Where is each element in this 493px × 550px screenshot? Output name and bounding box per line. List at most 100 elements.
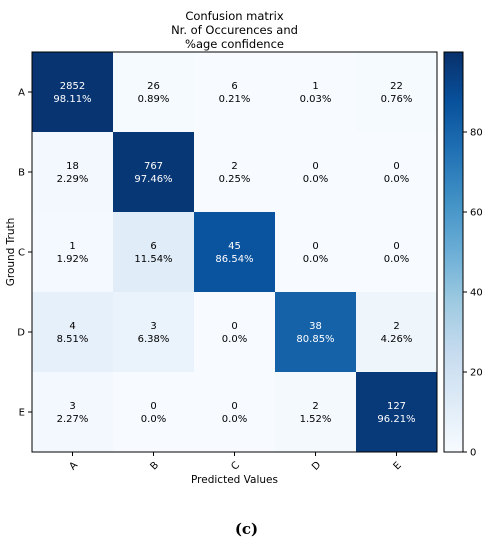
heatmap-cell: [275, 132, 357, 213]
cell-count-label: 18: [66, 161, 79, 172]
cell-percent-label: 0.76%: [381, 94, 413, 105]
x-tick-label: C: [229, 460, 242, 473]
y-tick-label: E: [19, 408, 25, 419]
heatmap-cell: [356, 132, 438, 213]
heatmap-cell: [113, 372, 195, 453]
cell-percent-label: 11.54%: [134, 254, 172, 265]
x-axis-label: Predicted Values: [191, 474, 278, 486]
heatmap-cell: [113, 132, 195, 213]
cell-percent-label: 8.51%: [57, 334, 89, 345]
cell-percent-label: 0.0%: [222, 414, 247, 425]
cell-percent-label: 97.46%: [134, 174, 172, 185]
cell-percent-label: 0.25%: [219, 174, 251, 185]
cell-percent-label: 4.26%: [381, 334, 413, 345]
cell-count-label: 38: [309, 321, 322, 332]
heatmap-cell: [32, 52, 114, 133]
y-axis: A B C D E: [17, 88, 32, 419]
x-tick-label: E: [392, 460, 404, 472]
cell-percent-label: 2.29%: [57, 174, 89, 185]
heatmap-cell: [113, 212, 195, 293]
cell-percent-label: 96.21%: [377, 414, 415, 425]
x-axis: A B C D E: [67, 452, 404, 473]
cell-count-label: 2: [231, 161, 237, 172]
heatmap-cell: [32, 372, 114, 453]
heatmap-cell: [275, 292, 357, 373]
cell-percent-label: 1.92%: [57, 254, 89, 265]
heatmap-cell: [113, 292, 195, 373]
colorbar-tick-label: 60: [470, 208, 483, 219]
heatmap-cell: [275, 372, 357, 453]
heatmap-cell: [113, 52, 195, 133]
cell-count-label: 0: [231, 401, 237, 412]
heatmap-cell: [194, 52, 276, 133]
heatmap-cell: [275, 52, 357, 133]
cell-percent-label: 2.27%: [57, 414, 89, 425]
x-tick-label: D: [310, 459, 323, 472]
heatmap-cell: [356, 292, 438, 373]
cell-count-label: 2852: [60, 81, 85, 92]
chart-title-line: %age confidence: [185, 37, 284, 51]
heatmap-cell: [194, 292, 276, 373]
cell-count-label: 1: [69, 241, 75, 252]
colorbar-tick-label: 80: [470, 128, 483, 139]
heatmap-cell: [275, 212, 357, 293]
cell-percent-label: 0.03%: [300, 94, 332, 105]
heatmap-cell: [194, 372, 276, 453]
heatmap-cell: [356, 212, 438, 293]
cell-count-label: 767: [144, 161, 163, 172]
y-tick-label: C: [18, 248, 25, 259]
cell-percent-label: 0.0%: [384, 174, 409, 185]
cell-count-label: 22: [390, 81, 403, 92]
heatmap-cells: 285298.11%260.89%60.21%10.03%220.76%182.…: [32, 52, 438, 453]
cell-percent-label: 0.0%: [222, 334, 247, 345]
heatmap-cell: [356, 52, 438, 133]
cell-percent-label: 0.89%: [138, 94, 170, 105]
cell-count-label: 0: [231, 321, 237, 332]
cell-percent-label: 0.0%: [141, 414, 166, 425]
cell-count-label: 1: [312, 81, 318, 92]
cell-count-label: 0: [150, 401, 156, 412]
cell-percent-label: 0.21%: [219, 94, 251, 105]
cell-count-label: 6: [231, 81, 237, 92]
y-tick-label: B: [18, 168, 25, 179]
cell-count-label: 2: [393, 321, 399, 332]
colorbar-tick-label: 20: [470, 368, 483, 379]
cell-percent-label: 80.85%: [296, 334, 334, 345]
cell-count-label: 4: [69, 321, 75, 332]
cell-percent-label: 6.38%: [138, 334, 170, 345]
cell-count-label: 3: [150, 321, 156, 332]
colorbar: 0 20 40 60 80: [443, 51, 483, 459]
cell-count-label: 0: [312, 241, 318, 252]
cell-percent-label: 1.52%: [300, 414, 332, 425]
cell-count-label: 127: [387, 401, 406, 412]
cell-count-label: 2: [312, 401, 318, 412]
x-tick-label: A: [67, 460, 80, 473]
heatmap-cell: [194, 212, 276, 293]
cell-count-label: 0: [312, 161, 318, 172]
cell-count-label: 45: [228, 241, 241, 252]
x-tick-label: B: [148, 460, 161, 473]
heatmap-cell: [32, 292, 114, 373]
cell-percent-label: 86.54%: [215, 254, 253, 265]
y-axis-label: Ground Truth: [5, 218, 17, 287]
heatmap-cell: [32, 132, 114, 213]
figure-caption: (c): [234, 520, 259, 538]
cell-percent-label: 98.11%: [53, 94, 91, 105]
cell-count-label: 0: [393, 241, 399, 252]
colorbar-gradient: [443, 51, 464, 453]
colorbar-tick-label: 40: [470, 288, 483, 299]
heatmap-cell: [32, 212, 114, 293]
y-tick-label: D: [17, 328, 25, 339]
chart-title-line: Confusion matrix: [185, 9, 284, 23]
cell-count-label: 6: [150, 241, 156, 252]
cell-percent-label: 0.0%: [384, 254, 409, 265]
heatmap-cell: [356, 372, 438, 453]
colorbar-tick-label: 0: [470, 448, 476, 459]
cell-count-label: 26: [147, 81, 160, 92]
heatmap-cell: [194, 132, 276, 213]
chart-title-line: Nr. of Occurences and: [171, 23, 298, 37]
cell-count-label: 0: [393, 161, 399, 172]
y-tick-label: A: [18, 88, 25, 99]
